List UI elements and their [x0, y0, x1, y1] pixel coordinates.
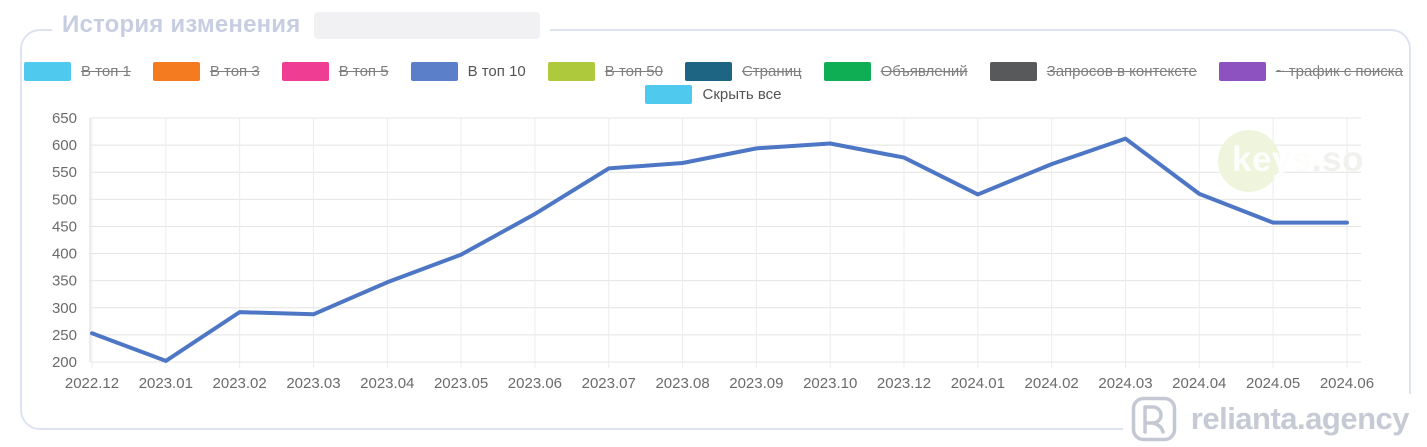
legend-item-label: Запросов в контексте: [1046, 63, 1197, 80]
legend-item[interactable]: Объявлений: [823, 62, 968, 81]
svg-text:2024.05: 2024.05: [1246, 375, 1300, 392]
hide-all-swatch-icon: [645, 85, 693, 104]
svg-text:300: 300: [52, 300, 77, 317]
legend-row-hide-all: Скрыть все: [645, 85, 782, 104]
history-card: [20, 29, 1411, 430]
chart-legend: В топ 1 В топ 3 В топ 5 В топ 10 В топ 50 Стр…: [0, 62, 1427, 104]
svg-text:650: 650: [52, 110, 77, 127]
legend-item[interactable]: В топ 3: [152, 62, 260, 81]
svg-text:2023.10: 2023.10: [803, 375, 857, 392]
x-tick-labels: 2022.12 2023.01 2023.02 2023.03 2023.04 2023.…: [65, 375, 1374, 392]
legend-item-label: Объявлений: [880, 63, 968, 80]
svg-text:200: 200: [52, 354, 77, 371]
legend-item[interactable]: В топ 50: [547, 62, 663, 81]
svg-text:2023.02: 2023.02: [213, 375, 267, 392]
svg-text:2024.02: 2024.02: [1025, 375, 1079, 392]
hide-all-label: Скрыть все: [702, 86, 782, 103]
legend-item[interactable]: Страниц: [684, 62, 802, 81]
svg-text:250: 250: [52, 327, 77, 344]
legend-item-label: В топ 3: [209, 63, 260, 80]
chart-area: 200 250 300 350 400 450 500 550 600 650 2022.12 202…: [0, 105, 1427, 397]
legend-item[interactable]: ~ трафик с поиска: [1218, 62, 1404, 81]
legend-item-label: В топ 5: [338, 63, 389, 80]
legend-swatch-icon: [152, 62, 200, 81]
legend-row-series: В топ 1 В топ 3 В топ 5 В топ 10 В топ 50 Стр…: [23, 62, 1404, 81]
legend-item-label: В топ 1: [80, 63, 131, 80]
svg-text:600: 600: [52, 137, 77, 154]
legend-swatch-icon: [547, 62, 595, 81]
legend-swatch-icon: [989, 62, 1037, 81]
svg-text:2024.04: 2024.04: [1172, 375, 1226, 392]
relianta-brand-label: relianta.agency: [1190, 401, 1410, 436]
svg-text:2024.03: 2024.03: [1098, 375, 1152, 392]
legend-swatch-icon: [823, 62, 871, 81]
legend-item-label: ~ трафик с поиска: [1275, 63, 1404, 80]
legend-swatch-icon: [23, 62, 71, 81]
legend-item[interactable]: В топ 1: [23, 62, 131, 81]
svg-text:2023.12: 2023.12: [877, 375, 931, 392]
svg-text:2023.01: 2023.01: [139, 375, 193, 392]
svg-text:2023.06: 2023.06: [508, 375, 562, 392]
legend-item[interactable]: Запросов в контексте: [989, 62, 1197, 81]
svg-text:2023.08: 2023.08: [655, 375, 709, 392]
svg-text:2023.09: 2023.09: [729, 375, 783, 392]
svg-text:350: 350: [52, 273, 77, 290]
svg-text:2023.05: 2023.05: [434, 375, 488, 392]
legend-swatch-icon: [410, 62, 458, 81]
page-title: История изменения: [62, 11, 301, 38]
legend-item[interactable]: В топ 5: [281, 62, 389, 81]
svg-text:550: 550: [52, 164, 77, 181]
legend-item-label: В топ 10: [467, 63, 526, 80]
hide-all-button[interactable]: Скрыть все: [645, 85, 782, 104]
svg-text:2022.12: 2022.12: [65, 375, 119, 392]
svg-text:400: 400: [52, 246, 77, 263]
svg-text:450: 450: [52, 218, 77, 235]
series-line-В топ 10: [90, 136, 1349, 363]
legend-swatch-icon: [281, 62, 329, 81]
relianta-branding: relianta.agency: [1122, 394, 1417, 444]
legend-swatch-icon: [1218, 62, 1266, 81]
legend-item[interactable]: В топ 10: [410, 62, 526, 81]
svg-text:2023.03: 2023.03: [286, 375, 340, 392]
svg-text:2024.06: 2024.06: [1320, 375, 1374, 392]
svg-text:500: 500: [52, 191, 77, 208]
svg-text:2023.04: 2023.04: [360, 375, 414, 392]
card-header: История изменения: [52, 6, 551, 44]
legend-item-label: Страниц: [741, 63, 802, 80]
legend-item-label: В топ 50: [604, 63, 663, 80]
svg-text:2024.01: 2024.01: [951, 375, 1005, 392]
redacted-site-name: [314, 11, 541, 39]
y-tick-labels: 200 250 300 350 400 450 500 550 600 650: [52, 110, 77, 371]
legend-swatch-icon: [684, 62, 732, 81]
svg-text:2023.07: 2023.07: [582, 375, 636, 392]
relianta-logo-icon: [1131, 396, 1177, 442]
y-gridlines: [90, 117, 1361, 363]
